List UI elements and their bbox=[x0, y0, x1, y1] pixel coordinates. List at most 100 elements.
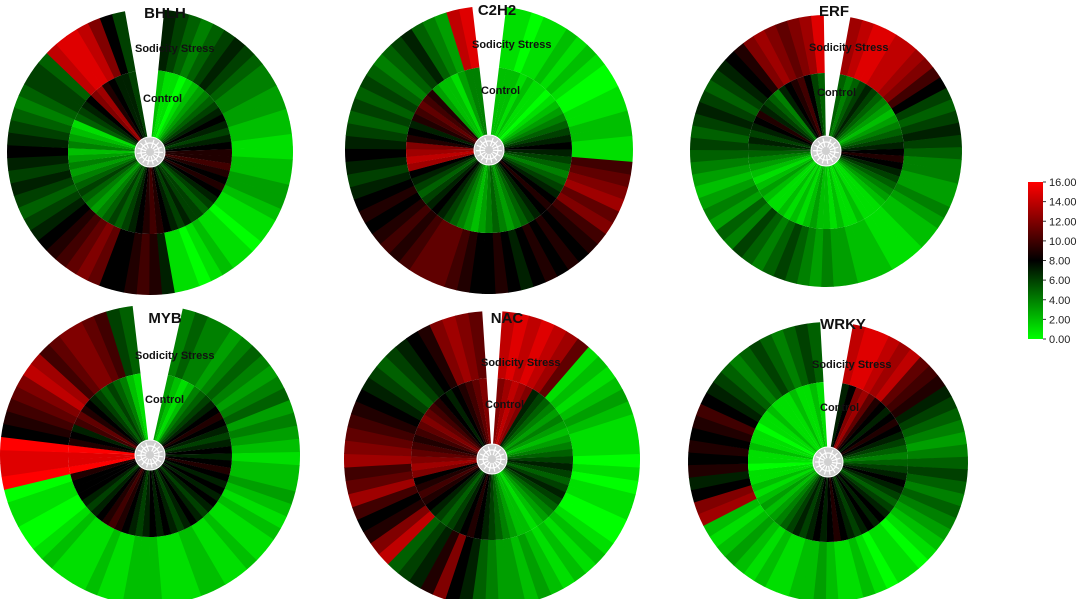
control-cell bbox=[141, 469, 150, 537]
sodicity-cell bbox=[123, 232, 143, 295]
control-cell bbox=[499, 471, 538, 531]
control-cell bbox=[156, 467, 192, 530]
sodicity-cell bbox=[713, 371, 767, 417]
sodicity-cell bbox=[458, 6, 480, 69]
sodicity-cell bbox=[98, 228, 128, 290]
control-cell bbox=[473, 473, 490, 540]
sodicity-cell bbox=[366, 63, 423, 107]
control-cell bbox=[831, 476, 856, 540]
sodicity-cell bbox=[862, 335, 901, 394]
sodicity-cell bbox=[190, 521, 237, 585]
control-cell bbox=[841, 468, 902, 501]
control-cell bbox=[440, 470, 484, 527]
sodicity-cell bbox=[215, 365, 278, 413]
sodicity-cell bbox=[398, 214, 444, 270]
control-cell bbox=[840, 148, 905, 157]
sodicity-cell bbox=[24, 72, 82, 114]
sodicity-cell bbox=[570, 123, 633, 143]
control-cell bbox=[120, 469, 146, 534]
control-cell bbox=[830, 383, 850, 448]
control-cell bbox=[494, 473, 511, 540]
control-cell bbox=[502, 155, 567, 186]
sodicity-cell bbox=[563, 178, 625, 213]
control-cell bbox=[128, 71, 148, 138]
control-cell bbox=[506, 448, 573, 459]
control-cell bbox=[833, 387, 864, 449]
sodicity-cell bbox=[551, 198, 606, 245]
sodicity-cell bbox=[349, 171, 412, 200]
control-cell bbox=[802, 384, 825, 448]
control-cell bbox=[819, 476, 828, 542]
control-cell bbox=[149, 469, 157, 538]
sodicity-cell bbox=[907, 456, 969, 470]
sodicity-cell bbox=[899, 169, 958, 197]
sodicity-cell bbox=[434, 12, 465, 74]
sodicity-stress-label: Sodicity Stress bbox=[812, 359, 891, 371]
sodicity-cell bbox=[203, 209, 253, 261]
sodicity-cell bbox=[231, 146, 293, 161]
control-cell bbox=[833, 84, 873, 139]
sodicity-cell bbox=[458, 537, 481, 599]
sodicity-cell bbox=[7, 155, 69, 171]
sodicity-cell bbox=[869, 211, 913, 264]
sodicity-cell bbox=[156, 535, 175, 599]
sodicity-cell bbox=[65, 217, 108, 275]
sodicity-cell bbox=[539, 338, 590, 398]
control-cell bbox=[815, 165, 826, 229]
sodicity-cell bbox=[230, 425, 300, 447]
control-cell bbox=[95, 163, 142, 219]
sodicity-cell bbox=[519, 319, 556, 386]
control-cell bbox=[156, 78, 193, 140]
control-cell bbox=[764, 471, 817, 517]
control-cell bbox=[836, 160, 886, 207]
control-cell bbox=[830, 75, 854, 137]
control-cell bbox=[839, 121, 901, 147]
sodicity-cell bbox=[558, 498, 621, 545]
control-cell bbox=[766, 404, 818, 453]
control-cell bbox=[125, 374, 147, 441]
control-cell bbox=[777, 162, 818, 217]
sodicity-cell bbox=[510, 535, 539, 599]
control-cell bbox=[162, 405, 220, 448]
control-cell bbox=[505, 465, 566, 500]
control-cell bbox=[831, 78, 861, 138]
sodicity-cell bbox=[45, 208, 96, 260]
sodicity-cell bbox=[0, 449, 69, 464]
sodicity-stress-label: Sodicity Stress bbox=[135, 43, 214, 55]
control-cell bbox=[69, 155, 136, 178]
control-cell bbox=[163, 459, 228, 489]
control-cell bbox=[839, 157, 898, 190]
control-cell bbox=[502, 120, 569, 146]
control-cell bbox=[158, 163, 204, 219]
sodicity-cell bbox=[214, 63, 271, 108]
control-cell bbox=[782, 392, 821, 450]
control-cell bbox=[446, 471, 485, 530]
sodicity-cell bbox=[839, 17, 863, 76]
control-cell bbox=[422, 94, 478, 142]
control-cell bbox=[152, 469, 172, 536]
control-cell bbox=[407, 152, 475, 172]
control-cell bbox=[808, 382, 826, 448]
panel-title: ERF bbox=[819, 3, 849, 20]
sodicity-cell bbox=[385, 346, 440, 403]
sodicity-cell bbox=[400, 28, 445, 85]
control-cell bbox=[432, 84, 480, 140]
sodicity-cell bbox=[782, 325, 810, 387]
control-cell bbox=[842, 464, 908, 481]
sodicity-cell bbox=[889, 506, 945, 551]
control-cell bbox=[835, 161, 881, 212]
control-cell bbox=[74, 417, 137, 450]
sodicity-cell bbox=[348, 478, 416, 508]
sodicity-cell bbox=[163, 534, 189, 599]
control-cell bbox=[409, 119, 476, 146]
control-cell bbox=[503, 141, 572, 150]
sodicity-cell bbox=[10, 107, 73, 134]
sodicity-cell bbox=[213, 197, 269, 243]
control-cell bbox=[840, 127, 903, 148]
color-scale-gradient bbox=[1028, 182, 1043, 339]
control-cell bbox=[406, 149, 475, 157]
control-cell bbox=[77, 159, 138, 197]
control-cell bbox=[503, 408, 560, 451]
control-cell bbox=[159, 162, 209, 215]
control-cell bbox=[748, 462, 814, 471]
